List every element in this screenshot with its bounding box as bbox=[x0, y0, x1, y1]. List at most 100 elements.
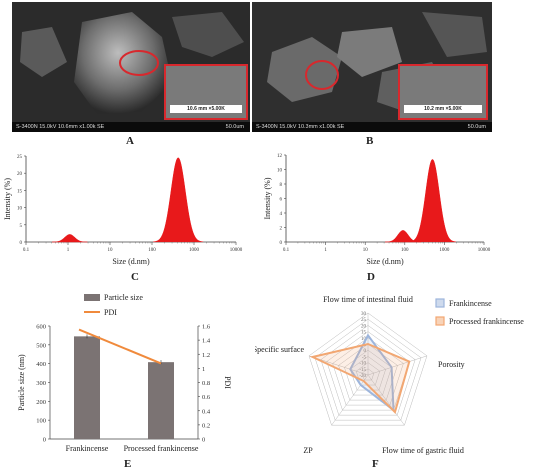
sem-info-bar: S-3400N 15.0kV 10.6mm x1.00k SE 50.0um bbox=[12, 122, 250, 132]
radar-series bbox=[309, 342, 411, 415]
y2-tick-label: 0.6 bbox=[202, 394, 211, 401]
panel-label-d: D bbox=[367, 271, 375, 283]
sem-image-frankincense: 10.6 mm ×5.00K S-3400N 15.0kV 10.6mm x1.… bbox=[12, 2, 250, 132]
x-tick-label: 1 bbox=[67, 248, 70, 253]
x-tick-label: 10000 bbox=[478, 248, 491, 253]
y-tick-label: 600 bbox=[36, 324, 46, 331]
radar-series bbox=[349, 333, 395, 413]
x-tick-label: Frankincense bbox=[66, 444, 109, 453]
y-tick-label: 4 bbox=[280, 212, 283, 217]
y-tick-label: 6 bbox=[280, 198, 283, 203]
sem-info-bar: S-3400N 15.0kV 10.3mm x1.00k SE 50.0um bbox=[252, 122, 492, 132]
grid-ring bbox=[332, 337, 404, 406]
y-tick-label: 400 bbox=[36, 361, 46, 368]
y-tick-label: 100 bbox=[36, 418, 46, 425]
sem-scale: 50.0um bbox=[225, 124, 244, 130]
r-tick-label: 10 bbox=[361, 337, 367, 342]
sem-settings: S-3400N 15.0kV 10.3mm x1.00k SE bbox=[256, 124, 345, 130]
panel-label-b: B bbox=[366, 135, 374, 147]
y-tick-label: 8 bbox=[280, 183, 283, 188]
sem-texture bbox=[12, 2, 250, 122]
x-tick-label: 100 bbox=[148, 248, 156, 253]
y2-tick-label: 1.4 bbox=[202, 338, 211, 345]
spoke bbox=[367, 374, 405, 426]
y-tick-label: 0 bbox=[20, 241, 23, 246]
grid-ring bbox=[361, 368, 375, 381]
r-tick-label: -20 bbox=[359, 374, 366, 379]
panel-label-c: C bbox=[131, 271, 139, 283]
y-tick-label: 2 bbox=[280, 227, 283, 232]
pdi-line bbox=[78, 328, 162, 365]
y2-tick-label: 1 bbox=[202, 366, 205, 373]
legend-label: Frankincense bbox=[449, 299, 492, 308]
sem-image-processed: 10.2 mm ×5.00K S-3400N 15.0kV 10.3mm x1.… bbox=[252, 2, 492, 132]
sem-inset: 10.6 mm ×5.00K bbox=[164, 64, 248, 120]
bar bbox=[74, 336, 100, 439]
legend-swatch-particle-size bbox=[84, 294, 100, 301]
x-tick-label: 10 bbox=[108, 248, 114, 253]
y2-axis-label: PDI bbox=[223, 376, 232, 389]
grid-ring bbox=[344, 349, 392, 396]
grid-ring bbox=[326, 331, 410, 411]
legend-label-particle-size: Particle size bbox=[104, 293, 143, 302]
inset-label: 10.6 mm ×5.00K bbox=[170, 105, 242, 113]
y-tick-label: 200 bbox=[36, 399, 46, 406]
y2-tick-label: 1.6 bbox=[202, 324, 211, 331]
r-tick-label: 15 bbox=[361, 331, 367, 336]
sem-scale: 50.0um bbox=[467, 124, 486, 130]
x-axis-label: Size (d.nm) bbox=[366, 257, 404, 266]
legend-swatch bbox=[435, 316, 445, 326]
y2-tick-label: 1.2 bbox=[202, 352, 210, 359]
highlight-circle bbox=[119, 50, 159, 76]
x-tick-label: 1000 bbox=[439, 248, 450, 253]
y-tick-label: 10 bbox=[17, 207, 23, 212]
y-tick-label: 300 bbox=[36, 380, 46, 387]
y-axis-label: Intensity (%) bbox=[263, 177, 272, 219]
x-tick-label: Processed frankincense bbox=[124, 444, 199, 453]
y-tick-label: 15 bbox=[17, 189, 23, 194]
x-tick-label: 10 bbox=[363, 248, 369, 253]
r-tick-label: -10 bbox=[359, 362, 366, 367]
y-axis-label: Intensity (%) bbox=[3, 178, 12, 220]
x-tick-label: 1000 bbox=[189, 248, 200, 253]
y2-tick-label: 0.4 bbox=[202, 408, 211, 415]
legend-swatch bbox=[435, 298, 445, 308]
legend-label: Processed frankincense bbox=[449, 317, 524, 326]
sem-inset: 10.2 mm ×5.00K bbox=[398, 64, 488, 120]
radar-axis-label: ZP bbox=[303, 446, 313, 455]
y-axis-label: Particle size (nm) bbox=[17, 354, 26, 411]
grid-ring bbox=[308, 312, 428, 426]
radar-axis-label: Flow time of intestinal fluid bbox=[323, 295, 413, 304]
r-tick-label: 0 bbox=[364, 349, 367, 354]
grid-ring bbox=[314, 318, 422, 421]
y2-tick-label: 0 bbox=[202, 437, 205, 444]
x-tick-label: 100 bbox=[401, 248, 409, 253]
radar-axis-label: Flow time of gastric fluid bbox=[382, 446, 464, 455]
x-tick-label: 10000 bbox=[230, 248, 243, 253]
distribution-peak bbox=[153, 157, 204, 243]
x-tick-label: 0.1 bbox=[23, 248, 30, 253]
panel-label-e: E bbox=[124, 458, 132, 470]
spoke bbox=[331, 374, 369, 426]
highlight-circle bbox=[305, 60, 339, 90]
y-tick-label: 0 bbox=[43, 437, 46, 444]
y-tick-label: 0 bbox=[280, 241, 283, 246]
r-tick-label: 25 bbox=[361, 318, 367, 323]
y-tick-label: 25 bbox=[17, 155, 23, 160]
x-axis-label: Size (d.nm) bbox=[112, 257, 150, 266]
y-tick-label: 10 bbox=[277, 169, 283, 174]
y-tick-label: 20 bbox=[17, 172, 23, 177]
legend-label-pdi: PDI bbox=[104, 308, 117, 317]
dls-chart-frankincense: 0 5 10 15 20 25 0.1 1 10 100 1000 10000 Size (d.nm) I… bbox=[3, 155, 243, 266]
x-tick-label: 1 bbox=[324, 248, 327, 253]
radar-axis-label: Specific surface bbox=[255, 345, 304, 354]
distribution-peak bbox=[408, 159, 457, 243]
particle-size-chart: Particle size PDI 0 100 200 300 400 500 600 0 0.2 0… bbox=[17, 293, 232, 453]
x-tick-label: 0.1 bbox=[283, 248, 290, 253]
r-tick-label: 20 bbox=[361, 324, 367, 329]
grid-ring bbox=[338, 343, 398, 401]
distribution-peak bbox=[52, 234, 88, 243]
y-tick-label: 5 bbox=[20, 224, 23, 229]
spoke bbox=[367, 355, 428, 376]
